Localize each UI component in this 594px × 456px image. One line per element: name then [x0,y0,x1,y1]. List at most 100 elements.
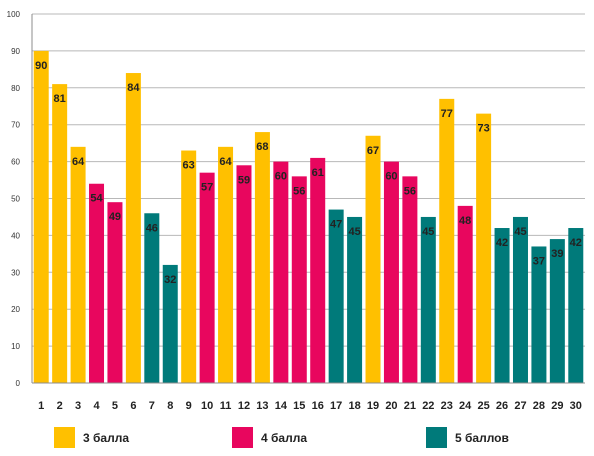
x-tick-label: 14 [275,400,288,412]
bar [236,165,252,383]
x-tick-label: 18 [348,400,360,412]
bar [347,216,363,383]
data-label: 42 [496,237,508,249]
data-label: 48 [459,215,471,227]
x-tick-label: 16 [312,400,324,412]
gridlines [32,13,585,384]
bar [383,161,399,383]
y-tick-label: 80 [11,84,20,93]
bar [494,228,510,383]
x-tick-label: 7 [149,400,155,412]
bar [181,150,197,383]
data-label: 67 [367,145,379,157]
data-label: 56 [293,185,305,197]
legend-label: 5 баллов [455,431,509,445]
legend-label: 3 балла [83,431,129,445]
data-label: 77 [441,108,453,120]
bar [439,98,455,384]
x-tick-label: 23 [441,400,453,412]
y-tick-label: 10 [11,342,20,351]
bar [70,146,86,383]
data-label: 49 [109,211,121,223]
bar [52,84,68,384]
data-label: 37 [533,255,545,267]
x-tick-label: 8 [167,400,173,412]
bar [402,176,418,383]
data-label: 60 [385,171,397,183]
data-label: 45 [514,226,526,238]
x-tick-label: 25 [477,400,489,412]
data-label: 90 [35,60,47,72]
legend-swatch [232,427,253,448]
x-tick-label: 9 [186,400,192,412]
data-label: 45 [348,226,360,238]
x-tick-label: 17 [330,400,342,412]
x-tick-label: 10 [201,400,213,412]
bar [365,135,381,383]
data-label: 56 [404,185,416,197]
y-tick-label: 90 [11,47,20,56]
bar [310,157,326,383]
data-label: 39 [551,248,563,260]
x-tick-label: 6 [130,400,136,412]
legend-swatch [54,427,75,448]
bars [33,50,584,384]
bar [199,172,215,383]
data-label: 42 [570,237,582,249]
x-tick-label: 28 [533,400,545,412]
x-tick-label: 30 [570,400,582,412]
data-label: 45 [422,226,434,238]
bar [125,73,141,383]
x-tick-label: 27 [514,400,526,412]
x-tick-label: 24 [459,400,472,412]
data-label: 84 [127,82,140,94]
legend-swatch [426,427,447,448]
data-label: 68 [256,141,268,153]
bar [549,239,565,383]
legend: 3 балла 4 балла 5 баллов [54,427,509,448]
data-label: 73 [477,123,489,135]
y-tick-label: 40 [11,231,20,240]
x-tick-label: 26 [496,400,508,412]
bar [512,216,528,383]
data-label: 59 [238,174,250,186]
x-tick-label: 21 [404,400,416,412]
data-label: 46 [146,222,158,234]
bar [328,209,344,383]
bar [218,146,234,383]
data-label: 61 [312,167,324,179]
x-tick-label: 22 [422,400,434,412]
x-tick-label: 13 [256,400,268,412]
legend-label: 4 балла [261,431,307,445]
data-label: 57 [201,182,213,194]
bar [89,183,105,383]
x-axis: 1 2 3 4 5 6 7 8 9 10 11 12 13 14 15 16 17 18 19 20 21 22 23 24 2… [38,400,582,412]
y-tick-label: 20 [11,305,20,314]
x-tick-label: 2 [57,400,63,412]
data-label: 64 [72,156,85,168]
y-tick-label: 100 [7,10,21,19]
data-label: 64 [219,156,232,168]
x-tick-label: 4 [93,400,100,412]
bar [568,228,584,383]
bar [144,213,160,383]
data-label: 81 [54,93,66,105]
x-tick-label: 20 [385,400,397,412]
y-tick-label: 50 [11,195,20,204]
y-tick-label: 30 [11,268,20,277]
data-label: 32 [164,274,176,286]
bar [273,161,289,383]
y-tick-label: 0 [16,379,21,388]
bar [291,176,307,383]
bar [33,50,49,384]
bar [476,113,492,383]
data-label: 60 [275,171,287,183]
x-tick-label: 29 [551,400,563,412]
bar [162,264,178,383]
x-tick-label: 15 [293,400,305,412]
x-tick-label: 3 [75,400,81,412]
y-tick-label: 70 [11,121,20,130]
data-label: 47 [330,219,342,231]
x-tick-label: 12 [238,400,250,412]
